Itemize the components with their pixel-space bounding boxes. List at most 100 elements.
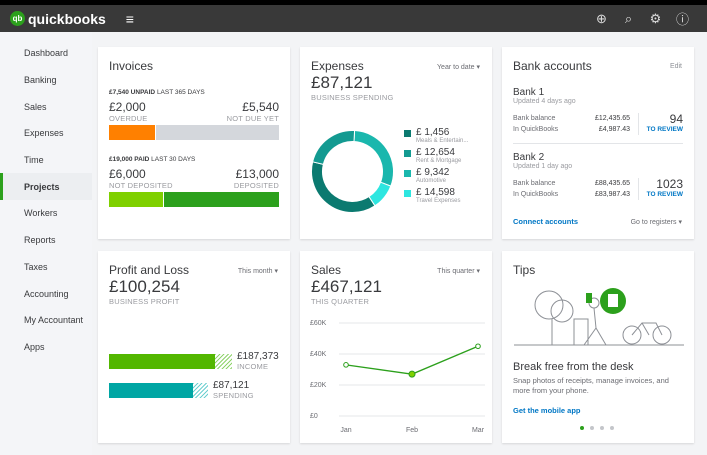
overdue-value: £2,000 <box>109 100 146 114</box>
hamburger-menu-icon[interactable]: ≡ <box>125 10 134 27</box>
donut-slice[interactable] <box>353 130 394 187</box>
bank-name: Bank 2 <box>513 152 545 163</box>
go-to-registers-dropdown[interactable]: Go to registers ▾ <box>630 218 682 226</box>
sidebar-item-reports[interactable]: Reports <box>24 235 56 246</box>
expenses-total-label: BUSINESS SPENDING <box>311 93 394 102</box>
legend-value: £ 14,598 <box>416 187 455 198</box>
sidebar-item-expenses[interactable]: Expenses <box>24 128 64 139</box>
unpaid-bar[interactable] <box>109 125 279 140</box>
sidebar-item-taxes[interactable]: Taxes <box>24 261 48 272</box>
sales-point[interactable] <box>343 362 349 368</box>
paid-period: LAST 30 DAYS <box>151 156 196 163</box>
sidebar-item-dashboard[interactable]: Dashboard <box>24 48 69 59</box>
expense-legend-item[interactable]: £ 9,342 Automotive <box>404 167 468 184</box>
search-icon[interactable]: ⌕ <box>624 10 633 26</box>
sales-line-chart[interactable]: £0 £20K £40K £60K Jan Feb Mar <box>305 316 490 436</box>
paid-amount: £19,000 PAID <box>109 156 150 163</box>
y-tick-label: £20K <box>310 382 327 389</box>
sidebar-item-apps[interactable]: Apps <box>24 341 45 352</box>
income-label: INCOME <box>237 362 269 371</box>
sidebar-item-workers[interactable]: Workers <box>24 208 58 219</box>
card-title: Tips <box>513 263 536 277</box>
legend-value: £ 1,456 <box>416 127 450 138</box>
pl-period-dropdown[interactable]: This month ▾ <box>237 268 278 275</box>
donut-slice[interactable] <box>311 161 376 213</box>
qb-logo-icon: qb <box>10 11 25 26</box>
card-title: Expenses <box>311 59 364 73</box>
sidebar-item-projects[interactable]: Projects <box>0 173 92 201</box>
pager-dot[interactable] <box>580 426 584 430</box>
donut-slice[interactable] <box>312 130 356 166</box>
bank-account[interactable]: Bank 2 Updated 1 day ago Bank balance In … <box>513 152 683 208</box>
notdep-value: £6,000 <box>109 167 146 181</box>
bank-balance-value: £12,435.65 <box>594 115 630 122</box>
bank-balance-label: Bank balance <box>513 180 556 187</box>
sales-total-label: THIS QUARTER <box>311 297 370 306</box>
dep-label: DEPOSITED <box>233 181 279 190</box>
legend-label: Travel Expenses <box>416 198 461 204</box>
x-tick-label: Feb <box>406 427 418 434</box>
sidebar-item-accounting[interactable]: Accounting <box>24 288 69 299</box>
bank-account[interactable]: Bank 1 Updated 4 days ago Bank balance In… <box>513 87 683 144</box>
notdep-label: NOT DEPOSITED <box>109 181 173 190</box>
help-icon[interactable]: ⓘ <box>675 12 689 27</box>
spending-bar-row[interactable]: £87,121 SPENDING <box>109 380 254 400</box>
tip-body: Snap photos of receipts, manage invoices… <box>513 376 669 395</box>
tips-pager[interactable] <box>580 426 614 430</box>
quickbooks-logo[interactable]: qb quickbooks <box>10 11 106 27</box>
legend-swatch <box>404 150 411 157</box>
pl-total: £100,254 <box>109 277 180 296</box>
sidebar-item-banking[interactable]: Banking <box>24 75 57 86</box>
x-tick-label: Jan <box>340 427 351 434</box>
connect-accounts-link[interactable]: Connect accounts <box>513 217 579 226</box>
card-title: Profit and Loss <box>109 263 190 277</box>
sales-point[interactable] <box>475 343 481 350</box>
expense-legend-item[interactable]: £ 14,598 Travel Expenses <box>404 187 468 204</box>
invoices-card: Invoices £7,540 UNPAID LAST 365 DAYS £2,… <box>98 47 290 239</box>
pager-dot[interactable] <box>590 426 594 430</box>
expense-legend-item[interactable]: £ 1,456 Meals & Entertain... <box>404 127 468 144</box>
gear-icon[interactable]: ⚙ <box>649 10 662 26</box>
income-bar-row[interactable]: £187,373 INCOME <box>109 351 279 371</box>
plus-icon[interactable]: ⊕ <box>596 10 607 26</box>
legend-value: £ 12,654 <box>416 147 455 158</box>
quickbooks-balance-value: £83,987.43 <box>594 191 630 198</box>
sidebar-item-time[interactable]: Time <box>24 155 44 166</box>
legend-label: Rent & Mortgage <box>416 158 462 164</box>
notdue-value: £5,540 <box>242 100 279 114</box>
quickbooks-balance-value: £4,987.43 <box>598 126 630 133</box>
sidebar-item-my-accountant[interactable]: My Accountant <box>24 315 84 326</box>
sales-period-dropdown[interactable]: This quarter ▾ <box>437 268 480 275</box>
sales-line <box>345 345 479 375</box>
review-count: 94 <box>669 112 683 126</box>
legend-value: £ 9,342 <box>416 167 450 178</box>
profit-loss-card: Profit and Loss This month ▾ £100,254 BU… <box>98 251 290 443</box>
unpaid-amount: £7,540 UNPAID <box>109 89 156 96</box>
paid-bar[interactable] <box>109 192 279 207</box>
to-review-link[interactable]: TO REVIEW <box>646 126 683 133</box>
mobile-desk-illustration <box>514 288 684 346</box>
y-tick-label: £40K <box>310 351 327 358</box>
sales-total: £467,121 <box>311 277 382 296</box>
y-tick-label: £0 <box>310 413 318 420</box>
sales-point[interactable] <box>408 370 416 378</box>
sidebar-item-sales[interactable]: Sales <box>24 101 47 112</box>
x-tick-label: Mar <box>472 427 485 434</box>
legend-swatch <box>404 190 411 197</box>
quickbooks-balance-label: In QuickBooks <box>513 126 559 133</box>
income-value: £187,373 <box>237 351 279 362</box>
pl-total-label: BUSINESS PROFIT <box>109 297 180 306</box>
pager-dot[interactable] <box>610 426 614 430</box>
top-header: qb quickbooks ≡ ⊕ ⌕ ⚙ ⓘ <box>0 5 707 32</box>
expense-legend-item[interactable]: £ 12,654 Rent & Mortgage <box>404 147 468 164</box>
to-review-link[interactable]: TO REVIEW <box>646 191 683 198</box>
pager-dot[interactable] <box>600 426 604 430</box>
get-mobile-app-link[interactable]: Get the mobile app <box>513 406 581 415</box>
expenses-period-dropdown[interactable]: Year to date ▾ <box>437 64 480 71</box>
edit-link[interactable]: Edit <box>669 63 682 70</box>
expenses-donut-chart[interactable] <box>310 129 395 214</box>
legend-label: Automotive <box>416 178 447 184</box>
legend-swatch <box>404 170 411 177</box>
bank-name: Bank 1 <box>513 87 545 98</box>
card-title: Sales <box>311 263 342 277</box>
